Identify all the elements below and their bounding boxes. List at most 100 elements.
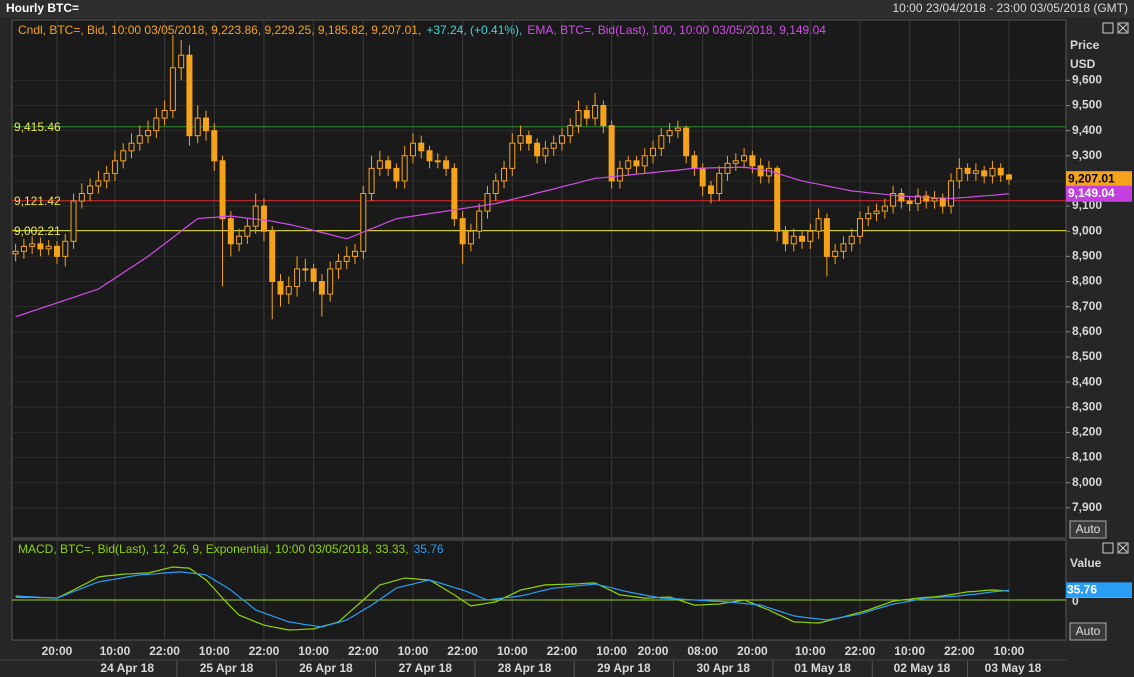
y-tick-label: 8,600 <box>1072 324 1102 338</box>
candle-body <box>128 142 135 152</box>
auto-button[interactable]: Auto <box>1069 520 1107 539</box>
window-icons <box>1102 22 1129 554</box>
candle-body <box>583 110 590 119</box>
x-date-label: 27 Apr 18 <box>398 661 452 675</box>
candle-body <box>914 195 921 205</box>
button-frame[interactable] <box>1069 520 1107 539</box>
candle-body <box>823 218 830 257</box>
price-marker <box>1066 185 1132 202</box>
macd-line <box>15 571 1010 628</box>
button-label[interactable]: Auto <box>1076 624 1101 638</box>
candle-body <box>409 142 416 157</box>
x-tick-label: 10:00 <box>596 644 627 658</box>
x-tick-label: 10:00 <box>298 644 329 658</box>
candle-body <box>948 180 955 207</box>
y-tick-label: 8,200 <box>1072 425 1102 439</box>
candle-body <box>244 225 251 237</box>
candle-body <box>161 110 168 119</box>
candle-body <box>467 230 474 245</box>
chart-title: Hourly BTC= <box>6 1 79 15</box>
candle-body <box>476 210 483 232</box>
candle-body <box>575 110 582 127</box>
candle-body <box>29 243 36 247</box>
candle-body <box>881 205 888 212</box>
candle-body <box>252 205 259 227</box>
candle-body <box>310 268 317 283</box>
y-tick-label: 9,500 <box>1072 98 1102 112</box>
close-icon[interactable] <box>1117 22 1129 34</box>
candle-body <box>997 167 1004 176</box>
title-bar <box>0 0 1134 18</box>
x-tick-label: 22:00 <box>845 644 876 658</box>
price-marker-label: 9,149.04 <box>1068 186 1115 200</box>
candle-body <box>906 200 913 205</box>
x-date-label: 03 May 18 <box>985 661 1042 675</box>
candle-body <box>542 147 549 157</box>
candle-body <box>525 135 532 144</box>
candle-body <box>749 155 756 167</box>
candle-body <box>981 170 988 177</box>
candle-body <box>426 150 433 162</box>
candle-body <box>716 172 723 195</box>
candle-body <box>898 193 905 202</box>
close-cross <box>1118 543 1128 553</box>
button-frame[interactable] <box>1069 622 1107 641</box>
candle-body <box>558 135 565 144</box>
close-cross <box>1118 23 1128 33</box>
candle-body <box>459 218 466 245</box>
candle-body <box>658 135 665 149</box>
legend-entry: EMA, BTC=, Bid(Last), 100, 10:00 03/05/2… <box>527 23 826 37</box>
candle-body <box>335 260 342 270</box>
candle-body <box>136 135 143 144</box>
candle-body <box>865 213 872 220</box>
candle-body <box>203 117 210 132</box>
y-tick-label: 8,400 <box>1072 374 1102 388</box>
candle-body <box>393 167 400 182</box>
x-date-label: 24 Apr 18 <box>100 661 154 675</box>
candle-body <box>625 160 632 169</box>
x-date-label: 25 Apr 18 <box>200 661 254 675</box>
candle-body <box>103 172 110 182</box>
chart-subtitle: 10:00 23/04/2018 - 23:00 03/05/2018 (GMT… <box>893 1 1129 15</box>
candle-body <box>70 200 77 242</box>
y-tick-label: 8,500 <box>1072 349 1102 363</box>
close-icon[interactable] <box>1117 542 1129 554</box>
y-tick-label: 9,600 <box>1072 73 1102 87</box>
candle-body <box>592 104 599 119</box>
candle-body <box>53 245 60 257</box>
candle-body <box>269 230 276 283</box>
candle-body <box>691 155 698 169</box>
candle-body <box>211 130 218 162</box>
candle-body <box>260 205 267 232</box>
maximize-icon[interactable] <box>1102 542 1114 554</box>
candle-body <box>120 150 127 162</box>
x-tick-label: 10:00 <box>398 644 429 658</box>
candle-body <box>641 155 648 167</box>
candle-body <box>757 165 764 177</box>
y-tick-label: 8,000 <box>1072 475 1102 489</box>
candle-body <box>327 268 334 295</box>
candle-body <box>20 245 27 252</box>
button-label[interactable]: Auto <box>1076 522 1101 536</box>
legend-entry: Cndl, BTC=, Bid, 10:00 03/05/2018, 9,223… <box>18 23 421 37</box>
x-tick-label: 20:00 <box>638 644 669 658</box>
x-tick-label: 20:00 <box>737 644 768 658</box>
candle-body <box>774 167 781 232</box>
x-tick-label: 10:00 <box>199 644 230 658</box>
y-tick-label: 9,400 <box>1072 123 1102 137</box>
candle-body <box>360 193 367 252</box>
candle-body <box>78 193 85 202</box>
x-tick-label: 20:00 <box>42 644 73 658</box>
candle-body <box>699 167 706 187</box>
legend: Cndl, BTC=, Bid, 10:00 03/05/2018, 9,223… <box>18 23 826 37</box>
candle-body <box>674 127 681 132</box>
candle-body <box>782 230 789 245</box>
auto-button[interactable]: Auto <box>1069 622 1107 641</box>
maximize-icon[interactable] <box>1102 22 1114 34</box>
candle-body <box>765 167 772 177</box>
candle-body <box>815 218 822 232</box>
candle-body <box>302 268 309 271</box>
candle-body <box>608 125 615 182</box>
legend-entry: +37.24, (+0.41%), <box>426 23 522 37</box>
